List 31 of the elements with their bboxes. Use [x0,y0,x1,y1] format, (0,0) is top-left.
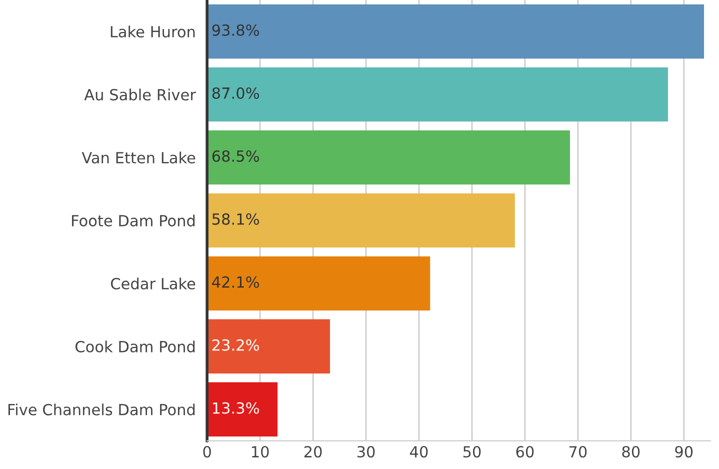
x-tick-label: 0 [203,446,211,458]
bar [207,319,330,374]
y-tick-label: Cook Dam Pond [76,340,195,352]
bar [207,193,515,248]
data-label: 42.1% [212,276,259,288]
data-label: 93.8% [212,24,259,36]
x-tick-label: 40 [410,446,428,458]
y-tick-label: Van Etten Lake [82,152,196,164]
y-tick-label: Foote Dam Pond [72,214,195,226]
y-tick-label: Five Channels Dam Pond [8,404,195,416]
data-label: 13.3% [212,402,259,414]
y-tick-label: Lake Huron [110,26,195,38]
x-tick-label: 70 [569,446,587,458]
bar [207,256,430,310]
x-tick-label: 20 [304,446,322,458]
bar [207,130,570,185]
y-tick-label: Cedar Lake [110,278,196,290]
bar [207,67,668,122]
data-label: 58.1% [212,213,259,225]
x-tick-label: 50 [463,446,481,458]
x-tick-label: 60 [516,446,534,458]
bar [207,4,704,59]
data-label: 23.2% [212,339,259,351]
x-tick-label: 10 [252,446,269,458]
x-tick-label: 90 [675,446,693,458]
bar [207,382,278,436]
y-tick-label: Au Sable River [84,88,196,100]
data-label: 68.5% [212,150,259,162]
x-tick-label: 80 [622,446,640,458]
x-tick-label: 30 [357,446,375,458]
data-label: 87.0% [212,87,259,99]
